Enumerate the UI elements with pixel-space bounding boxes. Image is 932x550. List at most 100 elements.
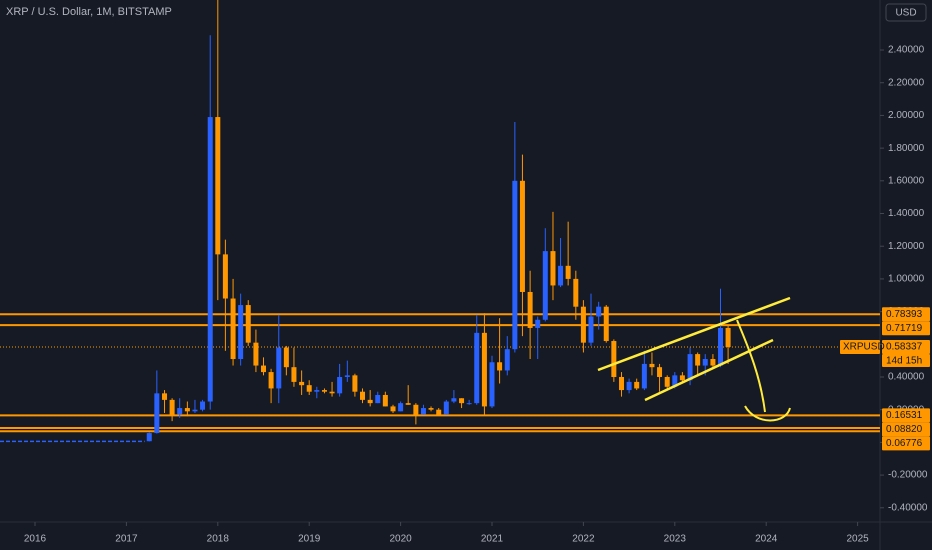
candle-body (207, 117, 213, 402)
candle-body (192, 409, 198, 412)
axes: -0.40000-0.200000.000000.200000.400000.6… (24, 45, 930, 545)
price-label-box (882, 340, 930, 355)
candle-body (245, 305, 251, 343)
y-tick-label: 1.80000 (888, 143, 925, 154)
freehand-drawing (736, 319, 791, 422)
candle-body (413, 404, 419, 415)
candle-body (504, 349, 510, 371)
candle-body (382, 394, 388, 407)
candle-body (390, 406, 396, 412)
currency-label[interactable]: USD (895, 8, 916, 19)
candle-body (710, 359, 716, 366)
candle-body (222, 254, 228, 299)
y-tick-label: 1.00000 (888, 274, 925, 285)
price-label-box (882, 422, 930, 437)
candle-body (276, 347, 282, 389)
price-label: 0.16531 (886, 410, 923, 421)
x-tick-label: 2024 (755, 534, 778, 545)
candle-body (649, 363, 655, 368)
candle-body (542, 251, 548, 320)
candle-body (299, 381, 305, 386)
candle-body (253, 342, 259, 366)
candle-body (261, 365, 267, 373)
y-tick-label: 0.40000 (888, 372, 925, 383)
candle-body (626, 381, 632, 391)
y-tick-label: 2.40000 (888, 45, 925, 56)
candle-body (695, 354, 701, 366)
candle-body (512, 180, 518, 350)
x-tick-label: 2020 (389, 534, 412, 545)
x-tick-label: 2021 (481, 534, 504, 545)
candle-body (718, 327, 724, 366)
x-tick-label: 2016 (24, 534, 47, 545)
price-label: 0.78393 (886, 309, 923, 320)
candle-body (306, 385, 312, 392)
trend-line (597, 296, 791, 372)
candle-body (489, 362, 495, 407)
candle-body (359, 391, 365, 400)
candle-body (169, 399, 175, 415)
candle-body (634, 381, 640, 389)
symbol-label: XRPUSD (843, 342, 885, 353)
price-label-box (882, 436, 930, 451)
candle-body (405, 403, 411, 405)
candle-body (146, 433, 152, 442)
candle-body (344, 375, 350, 377)
candle-body (565, 265, 571, 279)
candle-body (535, 319, 541, 328)
candle-body (641, 363, 647, 389)
price-label: 0.58337 (886, 342, 923, 353)
user-drawings (597, 296, 791, 422)
candle-body (527, 291, 533, 328)
candle-body (436, 409, 442, 415)
candle-body (611, 341, 617, 377)
candle-body (497, 362, 503, 371)
y-tick-label: 2.00000 (888, 110, 925, 121)
candle-body (162, 393, 168, 400)
candle-body (184, 408, 190, 412)
x-tick-label: 2017 (115, 534, 138, 545)
candle-body (291, 367, 297, 382)
countdown-box (882, 354, 930, 368)
candle-body (573, 278, 579, 307)
candle-body (596, 306, 602, 317)
candle-body (466, 403, 472, 405)
price-label: 0.08820 (886, 424, 923, 435)
y-tick-label: 1.60000 (888, 175, 925, 186)
candle-body (550, 251, 556, 286)
candle-body (177, 408, 183, 415)
candle-body (474, 332, 480, 404)
y-tick-label: 1.40000 (888, 208, 925, 219)
candle-body (398, 403, 404, 412)
candle-body (375, 394, 381, 404)
candle-body (672, 375, 678, 387)
candle-body (459, 398, 465, 404)
candle-body (725, 327, 731, 348)
x-tick-label: 2018 (207, 534, 230, 545)
candle-body (420, 408, 426, 415)
candle-body (200, 401, 206, 410)
candle-body (603, 306, 609, 342)
candle-body (580, 306, 586, 343)
y-tick-label: -0.20000 (888, 470, 928, 481)
y-tick-label: -0.40000 (888, 502, 928, 513)
candle-body (443, 401, 449, 415)
candle-body (268, 372, 274, 389)
candle-body (352, 375, 358, 392)
candle-body (283, 347, 289, 368)
candle-body (238, 305, 244, 360)
candle-body (558, 265, 564, 286)
candle-body (481, 332, 487, 407)
currency-button[interactable] (885, 3, 927, 22)
candle-body (154, 393, 160, 434)
trend-line (644, 338, 774, 402)
price-label: 0.06776 (886, 438, 923, 449)
candle-body (664, 376, 670, 387)
candle-body (314, 390, 320, 392)
candle-body (679, 375, 685, 381)
chart-title: XRP / U.S. Dollar, 1M, BITSTAMP (6, 6, 172, 18)
candle-body (367, 399, 373, 404)
